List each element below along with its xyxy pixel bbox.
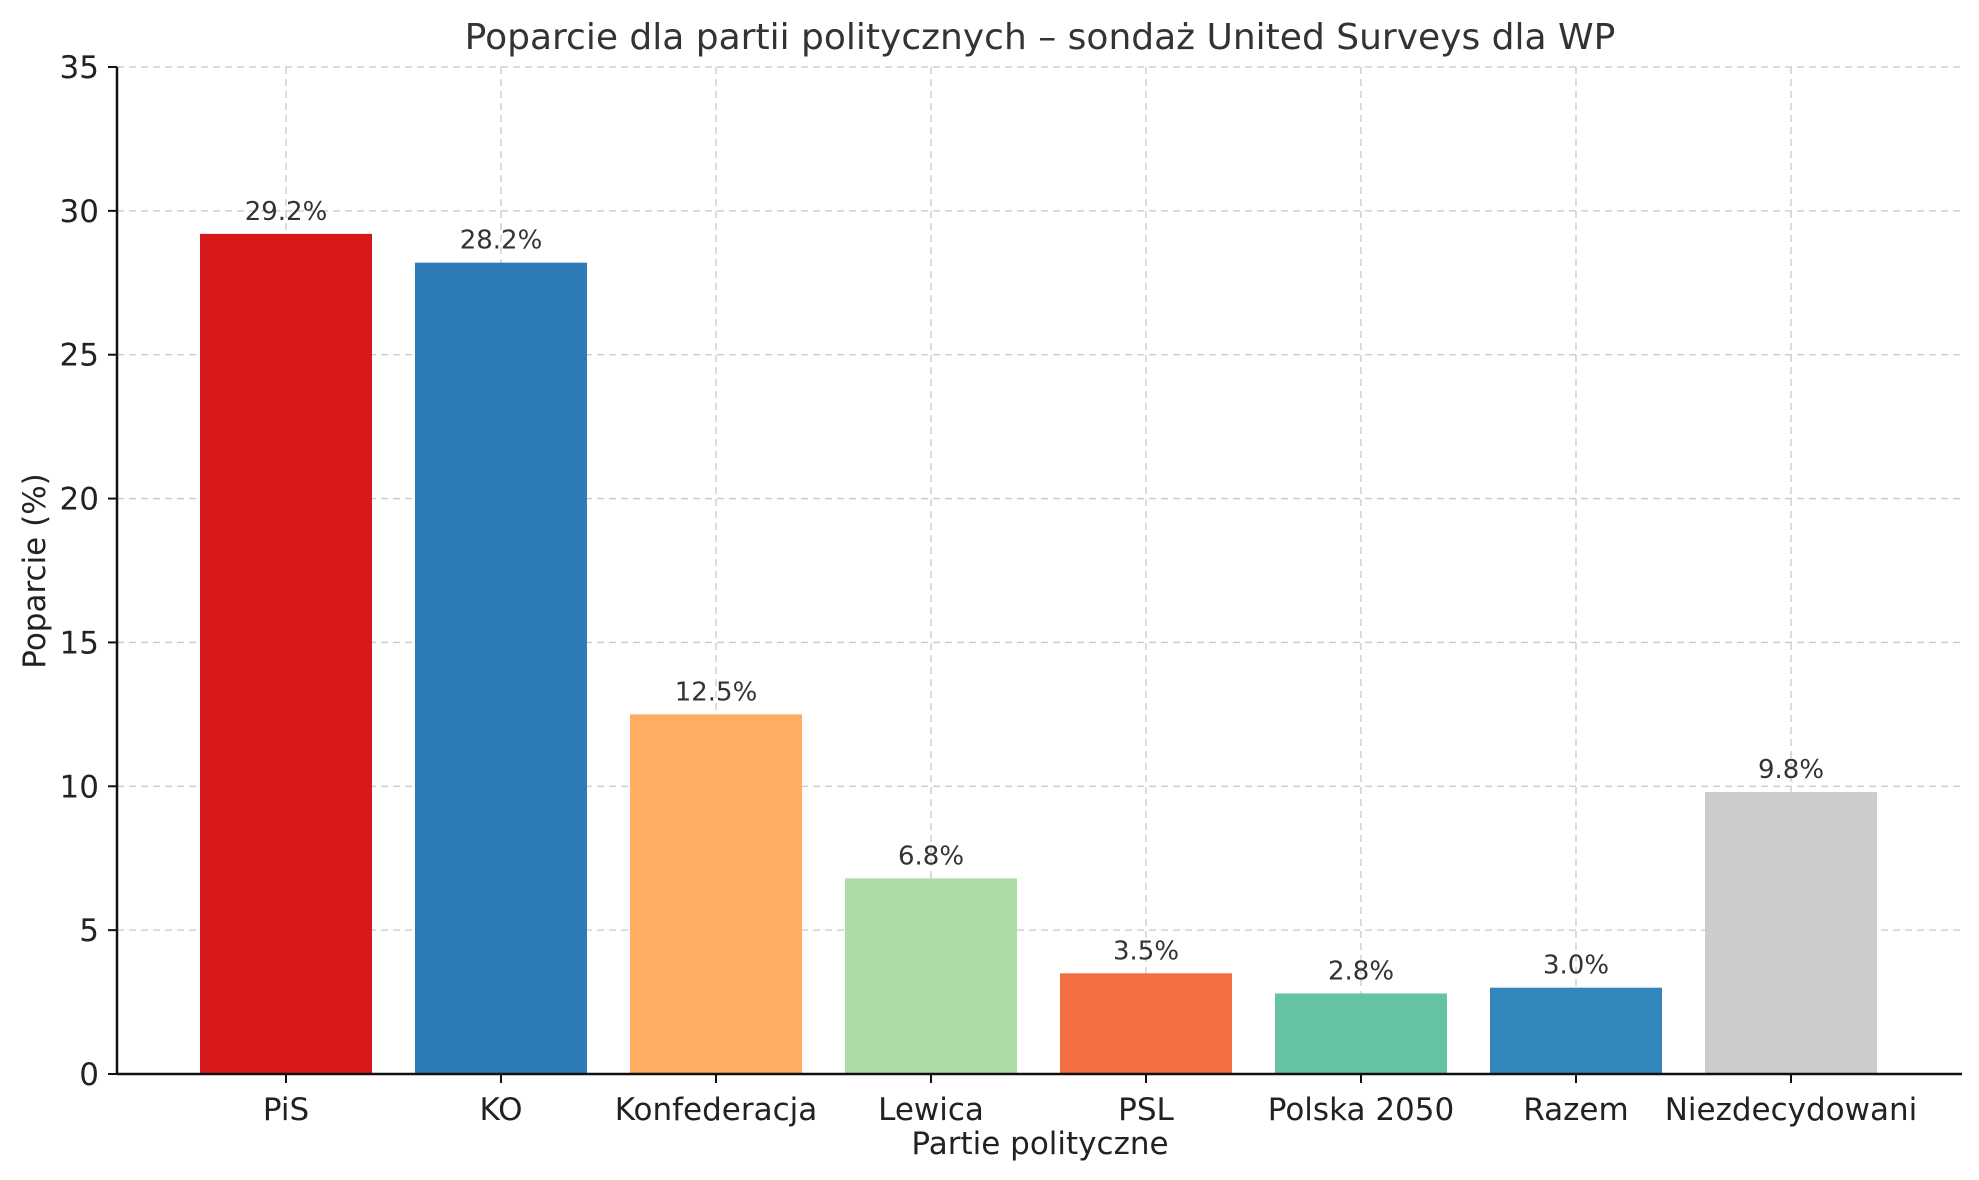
bar-value-label: 12.5%	[675, 677, 758, 707]
grid-layer	[117, 66, 1962, 1074]
bar-value-label: 9.8%	[1758, 755, 1824, 785]
y-tick-label: 25	[60, 338, 99, 374]
x-tick-label: PSL	[1118, 1092, 1174, 1128]
x-tick-label: Polska 2050	[1268, 1092, 1454, 1128]
bar-konfederacja	[630, 714, 802, 1074]
bar-value-label: 2.8%	[1328, 956, 1394, 986]
bar-pis	[200, 233, 372, 1075]
y-tick-label: 20	[60, 482, 99, 518]
bar-polska-2050	[1275, 993, 1447, 1074]
x-tick-label: Razem	[1523, 1092, 1628, 1128]
x-tick-label: Niezdecydowani	[1665, 1092, 1918, 1128]
bar-ko	[415, 262, 587, 1074]
y-tick-label: 30	[60, 194, 99, 230]
bar-value-label: 3.5%	[1113, 936, 1179, 966]
y-tick-label: 15	[60, 625, 99, 661]
chart-title: Poparcie dla partii politycznych – sonda…	[465, 17, 1616, 58]
bar-psl	[1060, 973, 1232, 1074]
y-tick-label: 10	[60, 769, 99, 805]
y-tick-label: 0	[79, 1057, 99, 1093]
bar-razem	[1490, 987, 1662, 1074]
bar-value-label: 6.8%	[898, 841, 964, 871]
y-tick-label: 5	[79, 913, 99, 949]
axes-layer: 0 5 10 15 20 25 30 35 PiS KO Konfederacja Lewica PSL…	[60, 50, 1962, 1128]
y-axis-label: Poparcie (%)	[17, 473, 53, 669]
x-tick-label: Lewica	[878, 1092, 984, 1128]
data-labels-layer: 29.2% 28.2% 12.5% 6.8% 3.5% 2.8% 3.0% 9.8%	[245, 197, 1824, 987]
x-axis-label: Partie polityczne	[911, 1126, 1168, 1162]
bar-niezdecydowani	[1705, 792, 1877, 1074]
x-tick-label: PiS	[263, 1092, 309, 1128]
bars-layer	[200, 233, 1877, 1075]
x-tick-label: KO	[479, 1092, 522, 1128]
bar-value-label: 3.0%	[1543, 951, 1609, 981]
bar-lewica	[845, 878, 1017, 1074]
bar-value-label: 29.2%	[245, 197, 328, 227]
y-tick-label: 35	[60, 50, 99, 86]
bar-value-label: 28.2%	[460, 226, 543, 256]
x-tick-label: Konfederacja	[615, 1092, 818, 1128]
